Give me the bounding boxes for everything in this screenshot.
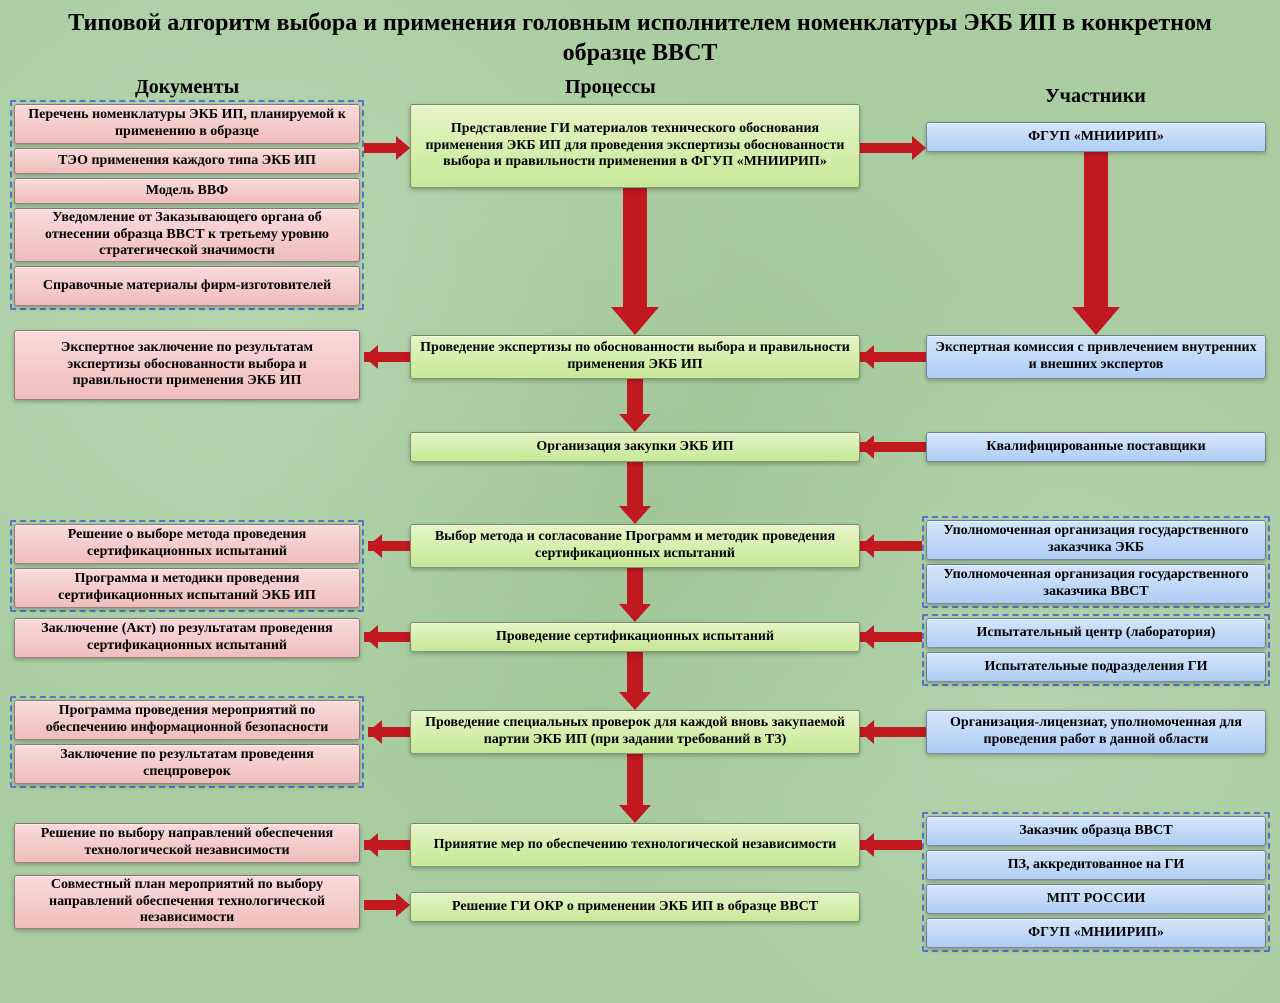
flow-node-d6: Экспертное заключение по результатам экс… [14,330,360,400]
flow-node-u6: Испытательный центр (лаборатория) [926,618,1266,648]
flow-node-u7: Испытательные подразделения ГИ [926,652,1266,682]
flow-node-p4: Выбор метода и согласование Программ и м… [410,524,860,568]
flow-node-d5: Справочные материалы фирм-изготовителей [14,266,360,306]
flow-node-p7: Принятие мер по обеспечению технологичес… [410,823,860,867]
col-header-participants: Участники [1045,85,1146,108]
flow-node-d12: Решение по выбору направлений обеспечени… [14,823,360,863]
flow-node-d1: Перечень номенклатуры ЭКБ ИП, планируемо… [14,104,360,144]
flow-node-d10: Программа проведения мероприятий по обес… [14,700,360,740]
flow-node-p2: Проведение экспертизы по обоснованности … [410,335,860,379]
flow-node-u2: Экспертная комиссия с привлечением внутр… [926,335,1266,379]
flow-node-p8: Решение ГИ ОКР о применении ЭКБ ИП в обр… [410,892,860,922]
flow-node-d3: Модель ВВФ [14,178,360,204]
flow-node-p5: Проведение сертификационных испытаний [410,622,860,652]
flow-node-u4: Уполномоченная организация государственн… [926,520,1266,560]
col-header-processes: Процессы [565,76,656,99]
flow-node-p3: Организация закупки ЭКБ ИП [410,432,860,462]
flow-node-d2: ТЭО применения каждого типа ЭКБ ИП [14,148,360,174]
flow-node-u3: Квалифицированные поставщики [926,432,1266,462]
flow-node-d7: Решение о выборе метода проведения серти… [14,524,360,564]
flow-node-u9: Заказчик образца ВВСТ [926,816,1266,846]
flow-node-d8: Программа и методики проведения сертифик… [14,568,360,608]
flow-node-p1: Представление ГИ материалов технического… [410,104,860,188]
diagram-title: Типовой алгоритм выбора и применения гол… [0,0,1280,68]
flow-node-d13: Совместный план мероприятий по выбору на… [14,875,360,929]
col-header-documents: Документы [135,76,239,99]
flow-node-u10: ПЗ, аккредитованное на ГИ [926,850,1266,880]
flow-node-u12: ФГУП «МНИИРИП» [926,918,1266,948]
flow-node-u11: МПТ РОССИИ [926,884,1266,914]
flow-node-d11: Заключение по результатам проведения спе… [14,744,360,784]
flow-node-u5: Уполномоченная организация государственн… [926,564,1266,604]
flow-node-u8: Организация-лицензиат, уполномоченная дл… [926,710,1266,754]
flow-node-u1: ФГУП «МНИИРИП» [926,122,1266,152]
flow-node-d9: Заключение (Акт) по результатам проведен… [14,618,360,658]
flow-node-p6: Проведение специальных проверок для кажд… [410,710,860,754]
flow-node-d4: Уведомление от Заказывающего органа об о… [14,208,360,262]
